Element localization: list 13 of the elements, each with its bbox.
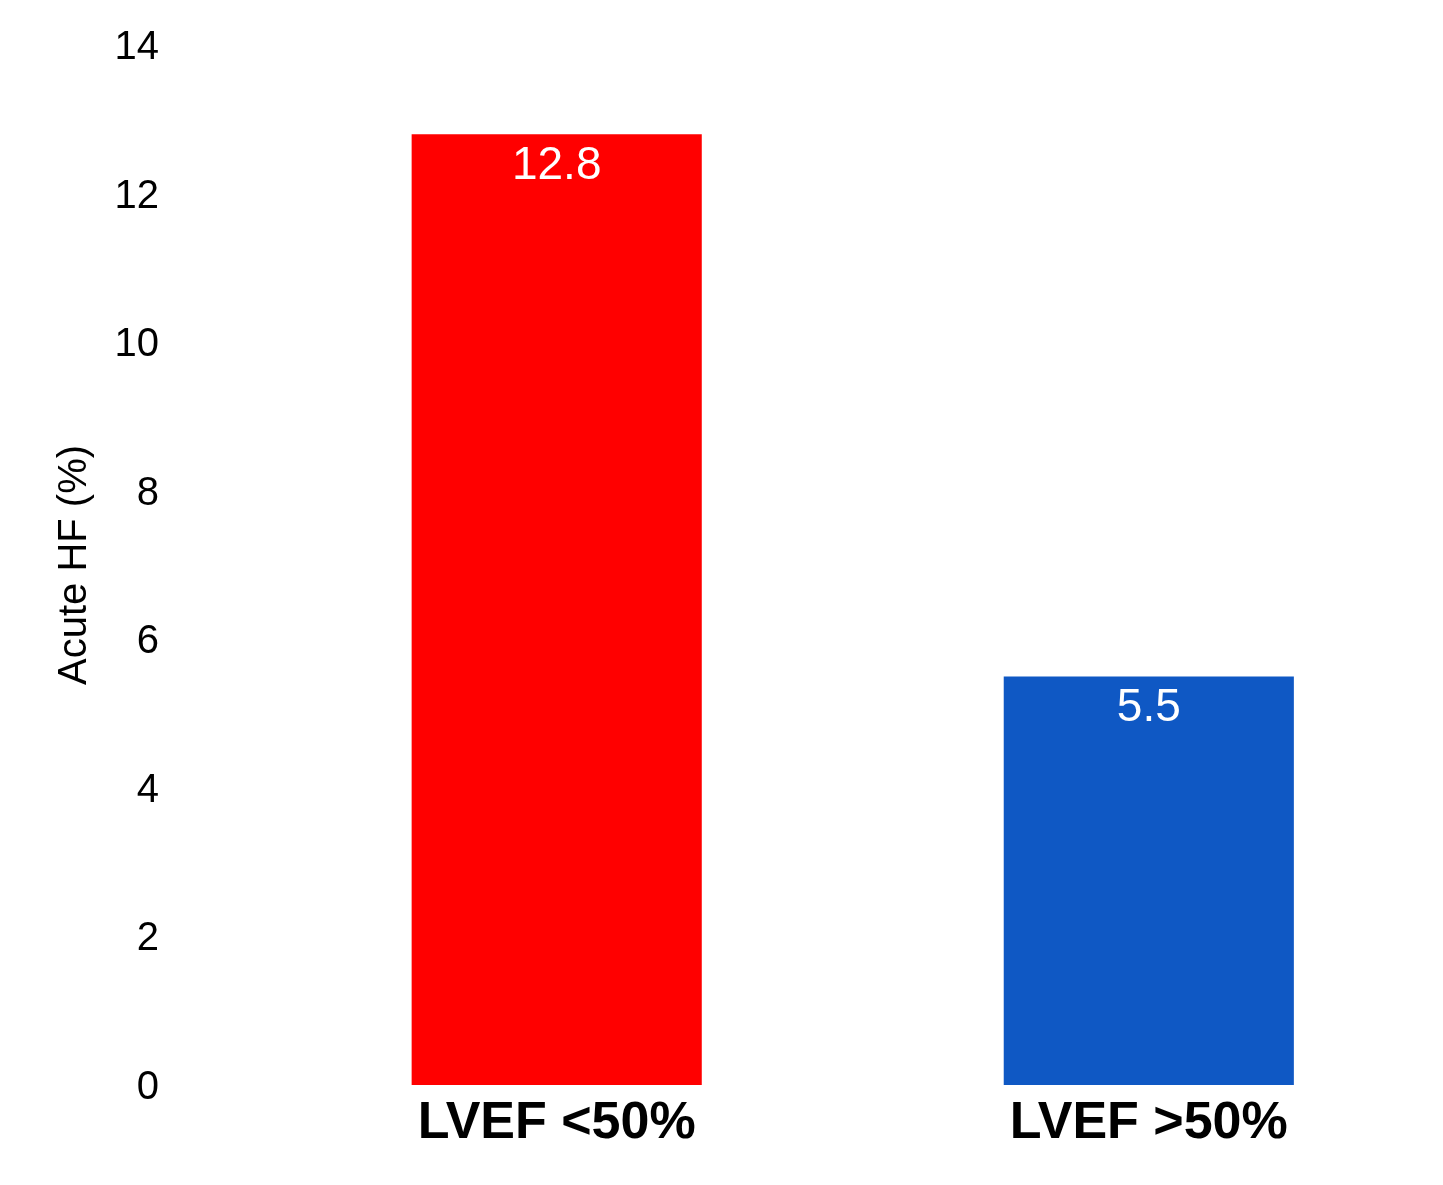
y-tick-label: 12 [114,171,159,216]
x-tick-label: LVEF >50% [1009,1091,1288,1149]
y-tick-label: 2 [136,914,159,959]
x-tick-label: LVEF <50% [417,1091,696,1149]
data-label: 5.5 [1116,679,1181,732]
y-tick-label: 4 [136,765,159,810]
y-tick-label: 0 [136,1063,159,1107]
y-axis-title: Acute HF (%) [50,444,94,686]
y-tick-label: 6 [136,617,159,662]
y-tick-label: 8 [136,468,159,513]
data-label: 12.8 [511,137,602,190]
y-tick-label: 10 [114,320,159,365]
y-tick-label: 14 [114,23,159,67]
